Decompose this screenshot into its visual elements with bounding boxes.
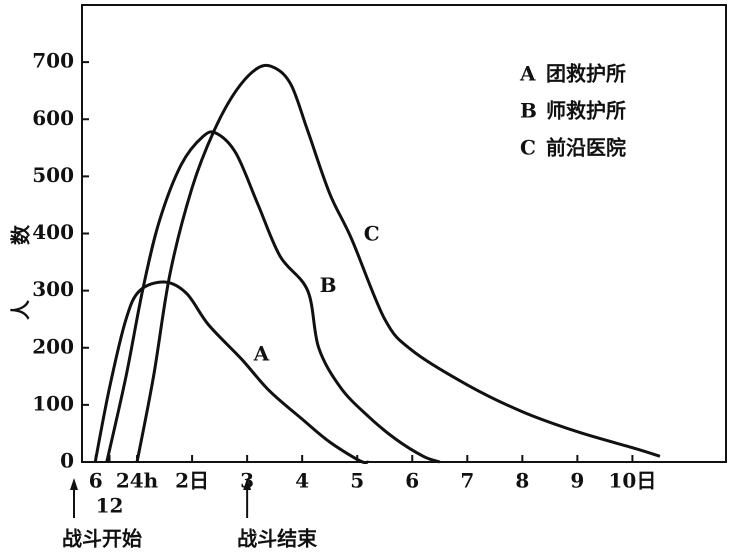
y-tick-label: 100	[32, 391, 74, 415]
line	[135, 63, 661, 463]
arrow-head	[243, 478, 252, 490]
legend-key: C	[520, 136, 536, 160]
legend-label: 前沿医院	[546, 136, 626, 160]
annotation-text: 战斗结束	[237, 527, 318, 551]
arrow-head	[70, 478, 78, 490]
y-tick-label: 500	[32, 163, 74, 187]
x-tick-label: 7	[460, 469, 474, 493]
x-tick-label: 6	[405, 469, 419, 493]
line	[105, 130, 441, 464]
x-tick-label: 2日	[175, 469, 209, 493]
x-tick-label: 6	[89, 469, 103, 493]
y-tick-label: 200	[32, 334, 74, 358]
legend-label: 师救护所	[546, 99, 626, 123]
legend-label: 团救护所	[546, 62, 626, 86]
legend-key: A	[519, 62, 536, 86]
y-tick-label: 400	[32, 220, 74, 244]
x-tick-label: 12	[96, 494, 124, 518]
legend-key: B	[520, 99, 537, 123]
y-axis-label: 人数	[9, 170, 33, 320]
x-tick-label: 4	[295, 469, 309, 493]
y-tick-label: 300	[32, 277, 74, 301]
curve-label: C	[364, 222, 380, 246]
y-tick-label: 700	[32, 49, 74, 73]
curve-label: B	[320, 273, 337, 297]
x-tick-label: 9	[570, 469, 584, 493]
line	[93, 280, 369, 465]
x-tick-label: 24h	[116, 469, 159, 493]
x-tick-label: 10日	[609, 469, 657, 493]
x-tick-label: 8	[515, 469, 529, 493]
y-tick-label: 600	[32, 106, 74, 130]
curve-label: A	[253, 342, 270, 366]
x-tick-label: 5	[350, 469, 364, 493]
annotation-text: 战斗开始	[62, 527, 142, 551]
y-tick-label: 0	[60, 449, 74, 473]
